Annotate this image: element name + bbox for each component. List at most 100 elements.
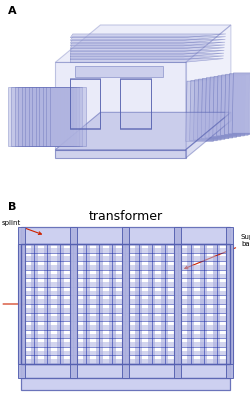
Bar (225, 227, 232, 244)
Bar (70, 79, 100, 128)
Bar (28, 87, 66, 146)
Bar (21, 291, 229, 296)
Bar (122, 244, 128, 364)
Polygon shape (185, 112, 230, 158)
Polygon shape (231, 73, 250, 133)
Polygon shape (193, 80, 222, 140)
Polygon shape (70, 34, 225, 38)
Polygon shape (185, 25, 230, 150)
Bar (21, 244, 229, 364)
Bar (186, 244, 194, 364)
Polygon shape (196, 79, 225, 139)
Bar (70, 78, 100, 128)
Bar (21, 256, 229, 261)
Bar (120, 79, 150, 129)
Bar (18, 364, 25, 378)
Polygon shape (220, 75, 248, 135)
Bar (21, 274, 229, 278)
Bar (70, 78, 100, 128)
Bar (14, 87, 54, 146)
Polygon shape (70, 37, 225, 40)
Bar (31, 244, 38, 364)
Bar (70, 79, 100, 129)
Text: A: A (8, 6, 16, 16)
Bar (122, 364, 128, 378)
Bar (21, 282, 229, 287)
Bar (120, 78, 150, 128)
Bar (120, 78, 150, 128)
Bar (21, 342, 229, 347)
Polygon shape (70, 56, 223, 60)
Text: winding: winding (0, 301, 25, 307)
Polygon shape (227, 74, 250, 134)
Polygon shape (189, 80, 218, 141)
Bar (11, 87, 51, 146)
Bar (122, 244, 128, 364)
Bar (174, 227, 180, 244)
Polygon shape (216, 76, 244, 136)
Bar (21, 265, 229, 270)
Bar (46, 87, 82, 146)
Bar (44, 244, 51, 364)
Bar (199, 244, 206, 364)
Bar (21, 334, 229, 338)
Text: B: B (8, 202, 16, 212)
Bar (18, 227, 25, 244)
Bar (21, 359, 229, 364)
Polygon shape (55, 112, 230, 150)
Bar (82, 244, 90, 364)
Text: Support
bar: Support bar (184, 234, 250, 269)
Bar (120, 78, 150, 128)
Bar (32, 87, 70, 146)
Bar (174, 244, 180, 364)
Bar (42, 87, 79, 146)
Polygon shape (70, 45, 224, 49)
Bar (108, 244, 116, 364)
Bar (120, 79, 150, 129)
Polygon shape (70, 59, 222, 62)
Bar (70, 244, 77, 364)
Bar (18, 87, 57, 146)
Bar (56, 244, 64, 364)
Bar (18, 244, 25, 364)
Bar (21, 378, 229, 390)
Bar (75, 66, 162, 77)
Polygon shape (224, 74, 250, 134)
Bar (225, 364, 232, 378)
Bar (70, 244, 77, 364)
Polygon shape (55, 25, 230, 62)
Bar (70, 244, 77, 364)
Polygon shape (200, 78, 229, 139)
Bar (8, 87, 48, 146)
Bar (173, 244, 180, 364)
Bar (120, 79, 150, 129)
Bar (22, 87, 60, 146)
Bar (70, 78, 100, 128)
Bar (96, 244, 103, 364)
Bar (21, 227, 229, 244)
Bar (70, 227, 77, 244)
Polygon shape (55, 150, 185, 158)
Polygon shape (204, 78, 233, 138)
Text: splint: splint (1, 220, 41, 234)
Polygon shape (212, 76, 241, 137)
Bar (50, 87, 85, 146)
Bar (174, 364, 180, 378)
Polygon shape (70, 48, 224, 52)
Bar (25, 87, 63, 146)
Polygon shape (70, 53, 223, 57)
Bar (21, 325, 229, 330)
Bar (21, 244, 229, 364)
Polygon shape (70, 50, 223, 54)
Bar (70, 364, 77, 378)
Bar (39, 87, 76, 146)
Bar (70, 79, 100, 129)
Bar (225, 244, 232, 364)
Bar (173, 244, 180, 364)
Bar (21, 299, 229, 304)
Bar (225, 244, 232, 364)
Bar (70, 78, 100, 128)
Polygon shape (70, 42, 224, 46)
Bar (122, 244, 128, 364)
Bar (21, 364, 229, 378)
